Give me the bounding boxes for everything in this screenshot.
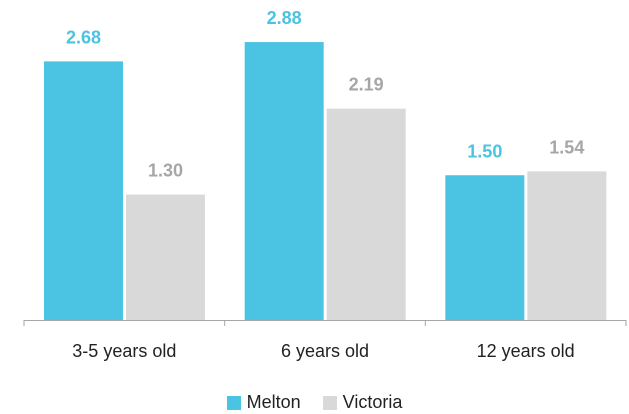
category-labels-group: 3-5 years old 6 years old 12 years old (72, 341, 574, 361)
legend-swatch-victoria (322, 395, 337, 410)
legend-item-victoria: Victoria (322, 392, 403, 413)
category-label-2: 12 years old (477, 341, 575, 361)
bar-victoria-1 (326, 108, 406, 320)
value-label-victoria-2: 1.54 (549, 137, 584, 157)
value-label-victoria-0: 1.30 (148, 161, 183, 181)
bar-melton-1 (244, 42, 324, 321)
value-labels-group: 2.68 1.30 2.88 2.19 1.50 1.54 (66, 8, 584, 180)
bar-victoria-0 (126, 194, 205, 320)
value-label-victoria-1: 2.19 (349, 75, 384, 95)
bar-melton-2 (445, 175, 525, 320)
bars-group (44, 42, 607, 321)
value-label-melton-1: 2.88 (267, 8, 302, 28)
legend-swatch-melton (226, 395, 241, 410)
value-label-melton-0: 2.68 (66, 27, 101, 47)
bar-melton-0 (44, 61, 123, 320)
category-label-1: 6 years old (281, 341, 369, 361)
bar-chart: 2.68 1.30 2.88 2.19 1.50 1.54 3-5 years old 6 … (23, 8, 627, 361)
bar-victoria-2 (527, 171, 607, 320)
x-axis (23, 320, 627, 326)
legend-label-melton: Melton (246, 392, 301, 412)
legend-item-melton: Melton (226, 392, 301, 413)
legend: Melton Victoria (0, 392, 629, 413)
value-label-melton-2: 1.50 (467, 141, 502, 161)
legend-label-victoria: Victoria (342, 392, 403, 412)
category-label-0: 3-5 years old (72, 341, 176, 361)
